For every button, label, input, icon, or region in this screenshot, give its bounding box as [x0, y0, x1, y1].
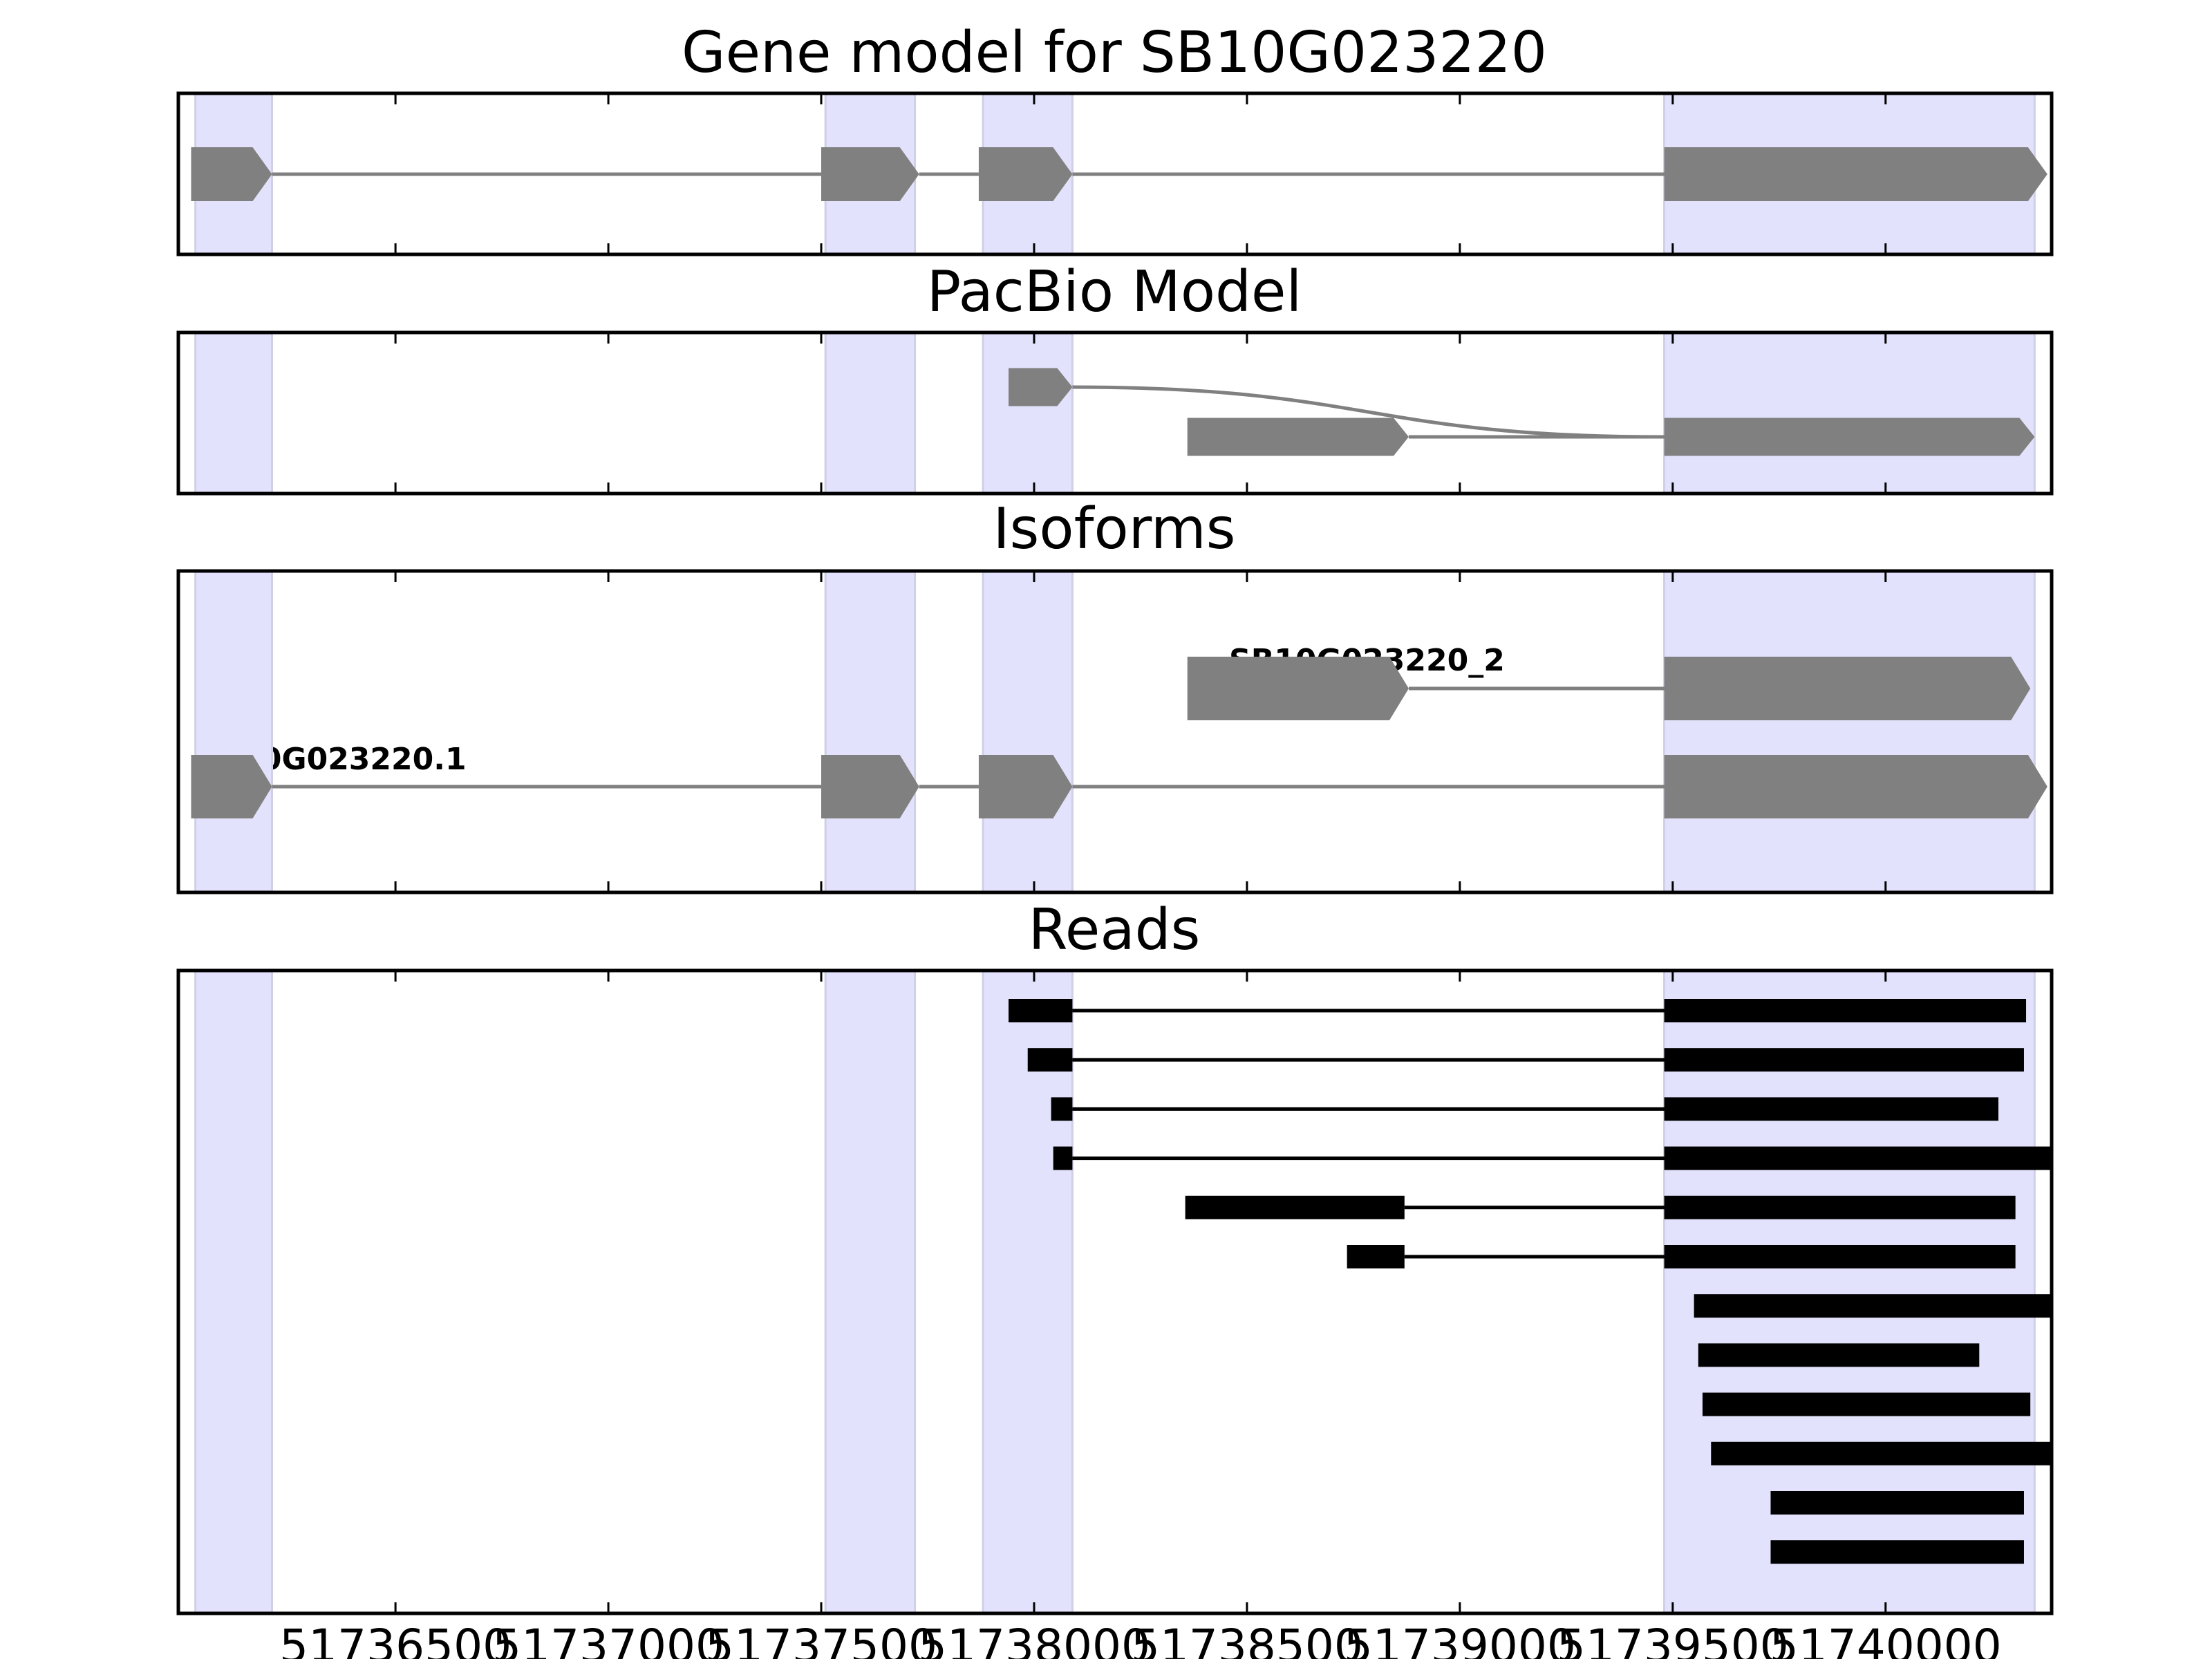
read-block	[1185, 1195, 1405, 1219]
exon-arrow	[821, 147, 919, 201]
read-block	[1711, 1441, 2052, 1465]
read-block	[1664, 1097, 1999, 1121]
read-block	[1347, 1245, 1405, 1268]
x-tick-label: 51740000	[1770, 1620, 2002, 1659]
exon-arrow	[978, 147, 1073, 201]
exon-band	[194, 969, 273, 1615]
read-block	[1770, 1540, 2024, 1564]
exon-band	[982, 570, 1074, 894]
x-tick-label: 51738500	[1131, 1620, 1363, 1659]
pacbio-model-panel: PacBio Model	[176, 259, 2054, 496]
pacbio-model-frame	[176, 330, 2054, 496]
x-tick-label: 51737000	[492, 1620, 724, 1659]
panel-title-isoforms: Isoforms	[993, 496, 1236, 562]
pacbio-model-ticks	[394, 332, 1887, 494]
panel-title-pacbio-model: PacBio Model	[927, 259, 1302, 325]
exon-band	[982, 331, 1074, 495]
panel-title-reads: Reads	[1029, 897, 1201, 963]
gene-model-panel: Gene model for SB10G023220	[176, 20, 2054, 256]
reads-panel: Reads 5173650051737000517375005173800051…	[176, 897, 2054, 1659]
pacbio-model-exon-bands	[194, 331, 2036, 495]
read-block	[1664, 1195, 2016, 1219]
read-block	[1694, 1294, 2052, 1318]
reads-frame	[176, 968, 2054, 1615]
exon-arrow	[978, 755, 1073, 818]
exon-arrow	[191, 147, 272, 201]
exon-arrow	[1009, 368, 1073, 406]
exon-band	[824, 969, 917, 1615]
exon-arrow	[191, 755, 272, 818]
read-block	[1770, 1491, 2024, 1515]
read-block	[1053, 1146, 1073, 1170]
read-block	[1664, 1146, 2052, 1170]
exon-band	[1663, 570, 2036, 894]
gene-model-features	[191, 147, 2047, 201]
x-tick-label: 51736500	[279, 1620, 512, 1659]
exon-band	[824, 331, 917, 495]
read-block	[1009, 999, 1073, 1022]
exon-arrow	[1664, 755, 2047, 818]
isoforms-exon-bands	[194, 570, 2036, 894]
reads-features	[1009, 999, 2052, 1564]
read-block	[1664, 1048, 2024, 1072]
read-block	[1698, 1343, 1980, 1367]
x-tick-label: 51739000	[1344, 1620, 1576, 1659]
x-axis-tick-labels: 5173650051737000517375005173800051738500…	[279, 1620, 2002, 1659]
isoforms-features	[191, 657, 2047, 818]
read-block	[1664, 1245, 2016, 1268]
exon-band	[824, 570, 917, 894]
isoforms-panel: Isoforms SB10G023220_2 SB10G023220.1	[176, 496, 2054, 894]
exon-arrow	[1664, 657, 2031, 720]
reads-ticks	[394, 971, 1887, 1613]
read-block	[1702, 1392, 2031, 1416]
x-tick-label: 51739500	[1557, 1620, 1789, 1659]
x-tick-label: 51738000	[918, 1620, 1150, 1659]
gene-model-ticks	[394, 93, 1887, 254]
read-block	[1664, 999, 2027, 1022]
splice-junction-curve	[1072, 385, 1665, 439]
exon-arrow	[1187, 418, 1409, 456]
pacbio-model-features	[1009, 368, 2035, 456]
exon-band	[194, 570, 273, 894]
exon-arrow	[821, 755, 919, 818]
exon-arrow	[1664, 418, 2035, 456]
exon-band	[1663, 331, 2036, 495]
exon-arrow	[1664, 147, 2047, 201]
gene-model-frame	[176, 91, 2054, 256]
x-tick-label: 51737500	[705, 1620, 937, 1659]
read-block	[1051, 1097, 1073, 1121]
read-block	[1027, 1048, 1073, 1072]
isoforms-frame	[176, 569, 2054, 894]
panel-title-gene-model: Gene model for SB10G023220	[682, 20, 1547, 86]
exon-arrow	[1187, 657, 1409, 720]
exon-band	[194, 331, 273, 495]
isoforms-ticks	[394, 571, 1887, 892]
